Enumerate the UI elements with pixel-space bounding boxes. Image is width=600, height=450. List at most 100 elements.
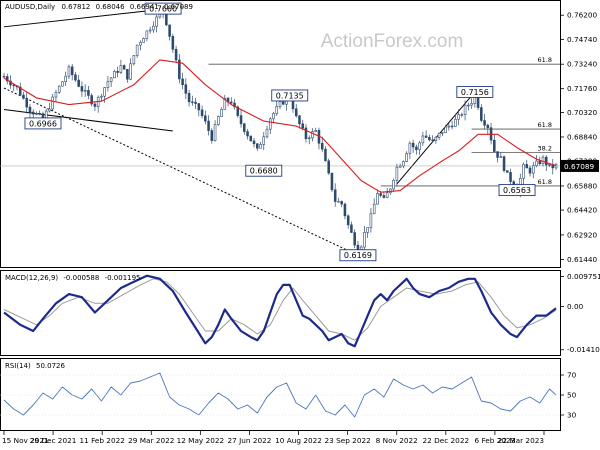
candle-body bbox=[70, 66, 74, 76]
watermark: ActionForex.com bbox=[321, 31, 464, 52]
candle-body bbox=[528, 167, 532, 174]
price-label-text: 0.7660 bbox=[149, 5, 177, 14]
candle-body bbox=[541, 156, 545, 165]
candle-body bbox=[460, 114, 464, 116]
price-label: 0.7156 bbox=[456, 86, 494, 98]
candle-body bbox=[467, 104, 470, 107]
candle-body bbox=[499, 156, 503, 158]
candle bbox=[528, 165, 532, 177]
price-label-text: 0.6680 bbox=[250, 167, 278, 176]
candle-body bbox=[268, 118, 272, 130]
candle bbox=[395, 163, 399, 187]
candle bbox=[171, 33, 175, 53]
candle-body bbox=[57, 85, 61, 93]
candle-body bbox=[421, 135, 425, 144]
price-label: 0.6563 bbox=[498, 184, 536, 197]
candle-body bbox=[197, 103, 201, 111]
fib-level-label: 61.8 bbox=[538, 178, 552, 186]
candle bbox=[178, 54, 181, 84]
candle bbox=[87, 86, 90, 100]
candle-body bbox=[194, 101, 197, 104]
price-label-box bbox=[456, 86, 494, 98]
candle bbox=[343, 202, 347, 220]
candle bbox=[191, 95, 194, 106]
candle bbox=[522, 162, 525, 185]
candle bbox=[243, 122, 246, 135]
price-tick-label: 0.62920 bbox=[567, 230, 598, 239]
candle-body bbox=[369, 213, 373, 228]
ohlc-open: 0.67812 bbox=[61, 3, 90, 11]
candle bbox=[554, 162, 558, 171]
candle-body bbox=[398, 165, 402, 168]
candle bbox=[463, 100, 467, 121]
time-tick-label: 22 Dec 2022 bbox=[423, 436, 470, 445]
price-tick-label: 0.76200 bbox=[567, 11, 598, 20]
last-price-box bbox=[561, 159, 599, 172]
price-title: AUDUSD,Daily 0.67812 0.68046 0.66941 0.6… bbox=[5, 3, 193, 11]
candle-body bbox=[135, 44, 139, 56]
candle-body bbox=[116, 71, 119, 73]
price-label-box bbox=[271, 89, 309, 102]
price-label-box bbox=[339, 249, 377, 262]
candle bbox=[444, 124, 447, 133]
candle-body bbox=[129, 63, 132, 80]
candle bbox=[538, 156, 542, 166]
price-label-text: 0.7156 bbox=[461, 88, 489, 97]
macd-signal-value: -0.001195 bbox=[105, 274, 141, 282]
candle-body bbox=[148, 29, 152, 32]
candle bbox=[340, 200, 343, 208]
time-tick-label: 6 Feb 2023 bbox=[475, 436, 516, 445]
candle-body bbox=[486, 124, 490, 129]
candle-body bbox=[239, 115, 243, 125]
candle bbox=[142, 37, 145, 43]
candle-body bbox=[93, 103, 97, 107]
candle bbox=[350, 221, 353, 234]
candle-body bbox=[408, 142, 412, 154]
candle-body bbox=[171, 36, 175, 50]
candle-body bbox=[187, 92, 191, 103]
rsi-tick-label: 70 bbox=[567, 371, 577, 380]
candle bbox=[337, 197, 340, 203]
candle-body bbox=[181, 78, 184, 86]
candle bbox=[246, 128, 249, 140]
candle-body bbox=[415, 146, 418, 151]
candle bbox=[324, 146, 327, 162]
candle bbox=[483, 114, 486, 130]
candle-body bbox=[155, 16, 158, 27]
candle bbox=[450, 120, 454, 130]
candle-body bbox=[304, 127, 308, 140]
candle-body bbox=[265, 128, 269, 138]
candle bbox=[382, 191, 386, 199]
candle bbox=[197, 103, 201, 117]
price-tick-label: 0.68840 bbox=[567, 132, 598, 141]
candle-body bbox=[142, 38, 145, 43]
price-label-box bbox=[144, 2, 182, 15]
candle bbox=[385, 187, 389, 198]
candle bbox=[152, 21, 155, 33]
candle bbox=[467, 102, 470, 111]
candle-body bbox=[350, 224, 353, 233]
candle-body bbox=[509, 172, 512, 182]
candle bbox=[402, 160, 405, 169]
candle bbox=[90, 93, 93, 107]
candle bbox=[174, 45, 178, 63]
candle-body bbox=[281, 101, 285, 105]
macd-tick-label: 0.009751 bbox=[567, 272, 600, 281]
candle bbox=[35, 111, 38, 116]
candle-body bbox=[431, 139, 434, 142]
candle-body bbox=[38, 113, 41, 115]
candle-body bbox=[236, 106, 240, 116]
candle bbox=[233, 99, 236, 110]
candle bbox=[262, 131, 266, 151]
candle bbox=[411, 139, 415, 153]
candle bbox=[460, 112, 464, 118]
candle-body bbox=[554, 163, 558, 169]
rsi-value: 50.0726 bbox=[36, 362, 65, 370]
candle bbox=[320, 137, 324, 153]
time-tick-label: 27 Jun 2022 bbox=[228, 436, 272, 445]
price-label-text: 0.6966 bbox=[29, 119, 57, 128]
candle-body bbox=[25, 98, 29, 108]
candle bbox=[28, 104, 32, 119]
